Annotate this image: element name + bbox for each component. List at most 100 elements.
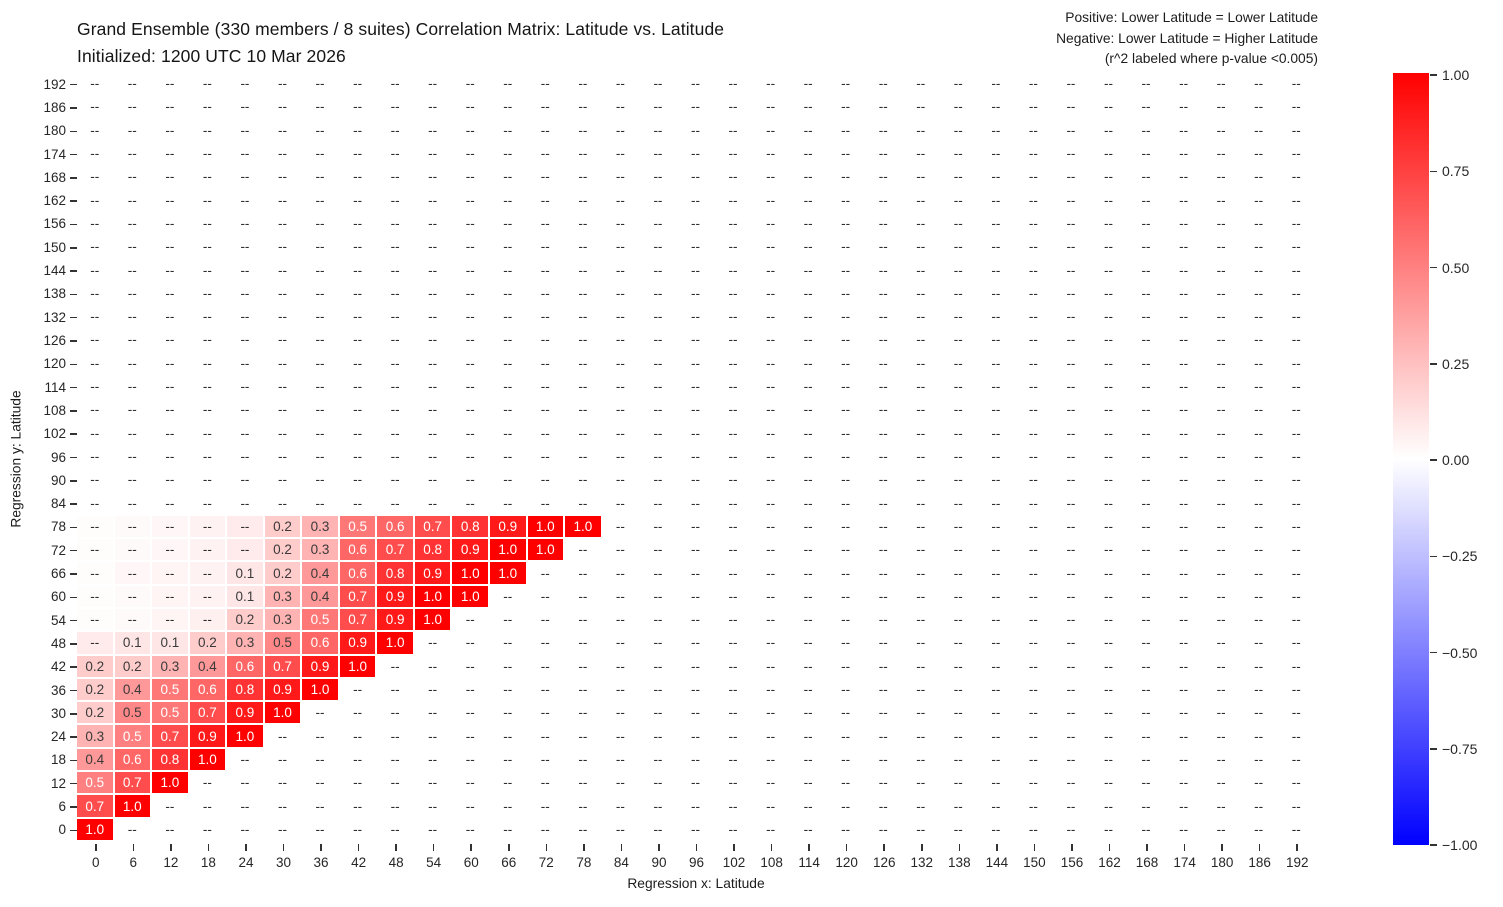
x-tick-108: 108 bbox=[760, 855, 783, 870]
cell-x42-y48: 0.9 bbox=[339, 632, 378, 656]
cell-x180-y108: -- bbox=[1203, 399, 1241, 423]
cell-x90-y90: -- bbox=[640, 469, 678, 493]
cell-x18-y54: -- bbox=[189, 608, 228, 633]
cell-x24-y54: 0.2 bbox=[227, 608, 265, 633]
cell-x168-y36: -- bbox=[1128, 678, 1166, 703]
cell-x66-y30: -- bbox=[490, 702, 528, 726]
cell-x18-y18: 1.0 bbox=[189, 748, 228, 773]
cell-x96-y132: -- bbox=[677, 306, 716, 330]
cell-x42-y120: -- bbox=[339, 352, 378, 376]
cell-x132-y156: -- bbox=[903, 212, 941, 237]
cell-x84-y78: -- bbox=[602, 515, 641, 540]
cell-x60-y186: -- bbox=[452, 96, 490, 120]
cell-x102-y36: -- bbox=[715, 678, 753, 703]
cell-x144-y102: -- bbox=[978, 422, 1016, 446]
y-tick-mark-192 bbox=[70, 83, 77, 86]
cell-x144-y162: -- bbox=[978, 189, 1016, 213]
cell-x126-y192: -- bbox=[865, 73, 903, 97]
cell-x66-y36: -- bbox=[490, 678, 528, 703]
cell-x138-y0: -- bbox=[940, 818, 979, 842]
cell-x36-y66: 0.4 bbox=[302, 562, 340, 586]
cell-x96-y138: -- bbox=[677, 282, 716, 307]
cell-x156-y108: -- bbox=[1053, 399, 1091, 423]
cell-x48-y48: 1.0 bbox=[377, 632, 415, 656]
cell-x120-y18: -- bbox=[827, 748, 866, 773]
x-tick-mark-66 bbox=[508, 844, 510, 851]
cell-x120-y102: -- bbox=[827, 422, 866, 446]
cell-x84-y24: -- bbox=[602, 725, 641, 749]
cell-x66-y144: -- bbox=[490, 259, 528, 283]
cell-x48-y0: -- bbox=[377, 818, 415, 842]
cell-x66-y102: -- bbox=[490, 422, 528, 446]
cell-x192-y30: -- bbox=[1278, 702, 1316, 726]
y-tick-126: 126 bbox=[43, 332, 66, 348]
cell-x138-y12: -- bbox=[940, 772, 979, 796]
cell-x90-y18: -- bbox=[640, 748, 678, 773]
cell-x36-y72: 0.3 bbox=[302, 539, 340, 563]
cell-x78-y108: -- bbox=[565, 399, 603, 423]
cell-x138-y66: -- bbox=[940, 562, 979, 586]
cell-x0-y84: -- bbox=[77, 492, 115, 516]
cell-x90-y138: -- bbox=[640, 282, 678, 307]
cell-x36-y42: 0.9 bbox=[302, 655, 340, 679]
cell-x66-y192: -- bbox=[490, 73, 528, 97]
cell-x96-y54: -- bbox=[677, 608, 716, 633]
cell-x6-y192: -- bbox=[114, 73, 153, 97]
cell-x78-y114: -- bbox=[565, 375, 603, 400]
cell-x72-y168: -- bbox=[527, 166, 566, 190]
cell-x54-y174: -- bbox=[414, 142, 453, 167]
cell-x114-y6: -- bbox=[790, 795, 828, 819]
cell-x42-y144: -- bbox=[339, 259, 378, 283]
y-tick-150: 150 bbox=[43, 239, 66, 255]
cell-x144-y6: -- bbox=[978, 795, 1016, 819]
cell-x186-y18: -- bbox=[1240, 748, 1279, 773]
cell-x150-y168: -- bbox=[1015, 166, 1054, 190]
cell-x84-y30: -- bbox=[602, 702, 641, 726]
cell-x42-y126: -- bbox=[339, 329, 378, 353]
cell-x144-y150: -- bbox=[978, 236, 1016, 260]
cell-x138-y114: -- bbox=[940, 375, 979, 400]
cell-x36-y96: -- bbox=[302, 445, 340, 470]
cell-x132-y150: -- bbox=[903, 236, 941, 260]
cell-x180-y66: -- bbox=[1203, 562, 1241, 586]
x-tick-mark-84 bbox=[620, 844, 623, 851]
cell-x186-y12: -- bbox=[1240, 772, 1279, 796]
cell-x72-y138: -- bbox=[527, 282, 566, 307]
cell-x138-y120: -- bbox=[940, 352, 979, 376]
colorbar-tick-mark-−0.75 bbox=[1430, 748, 1437, 750]
cell-x54-y6: -- bbox=[414, 795, 453, 819]
cell-x162-y48: -- bbox=[1090, 632, 1129, 656]
cell-x144-y12: -- bbox=[978, 772, 1016, 796]
cell-x66-y0: -- bbox=[490, 818, 528, 842]
cell-x132-y54: -- bbox=[903, 608, 941, 633]
cell-x96-y6: -- bbox=[677, 795, 716, 819]
cell-x186-y150: -- bbox=[1240, 236, 1279, 260]
cell-x90-y30: -- bbox=[640, 702, 678, 726]
cell-x120-y150: -- bbox=[827, 236, 866, 260]
cell-x174-y102: -- bbox=[1165, 422, 1204, 446]
cell-x156-y126: -- bbox=[1053, 329, 1091, 353]
cell-x144-y120: -- bbox=[978, 352, 1016, 376]
cell-x162-y78: -- bbox=[1090, 515, 1129, 540]
x-tick-mark-42 bbox=[357, 844, 360, 851]
cell-x60-y96: -- bbox=[452, 445, 490, 470]
x-tick-102: 102 bbox=[722, 855, 746, 870]
cell-x126-y30: -- bbox=[865, 702, 903, 726]
cell-x90-y108: -- bbox=[640, 399, 678, 423]
cell-x84-y42: -- bbox=[602, 655, 641, 679]
y-tick-mark-30 bbox=[70, 713, 77, 715]
cell-x84-y96: -- bbox=[602, 445, 641, 470]
cell-x30-y96: -- bbox=[264, 445, 303, 470]
cell-x174-y24: -- bbox=[1165, 725, 1204, 749]
cell-x114-y114: -- bbox=[790, 375, 828, 400]
cell-x150-y96: -- bbox=[1015, 445, 1054, 470]
cell-x108-y78: -- bbox=[752, 515, 791, 540]
cell-x54-y180: -- bbox=[414, 119, 453, 143]
y-tick-156: 156 bbox=[43, 216, 66, 232]
x-tick-mark-30 bbox=[282, 844, 285, 851]
cell-x132-y174: -- bbox=[903, 142, 941, 167]
cell-x168-y78: -- bbox=[1128, 515, 1166, 540]
cell-x84-y168: -- bbox=[602, 166, 641, 190]
cell-x60-y192: -- bbox=[452, 73, 490, 97]
cell-x114-y78: -- bbox=[790, 515, 828, 540]
